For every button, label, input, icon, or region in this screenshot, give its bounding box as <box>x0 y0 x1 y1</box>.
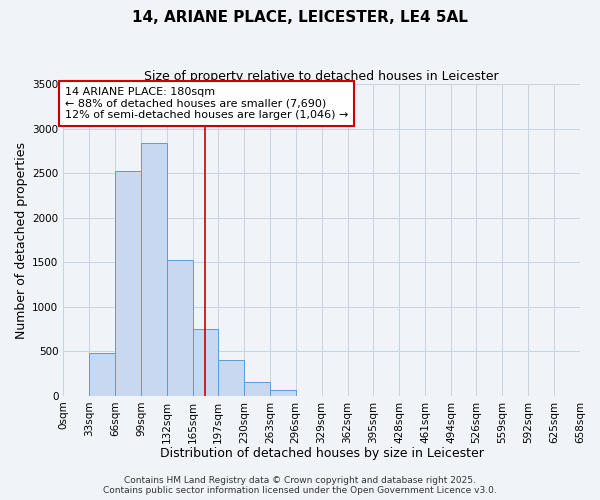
Bar <box>193 329 218 396</box>
Text: 14 ARIANE PLACE: 180sqm
← 88% of detached houses are smaller (7,690)
12% of semi: 14 ARIANE PLACE: 180sqm ← 88% of detache… <box>65 87 348 120</box>
Bar <box>141 143 167 396</box>
X-axis label: Distribution of detached houses by size in Leicester: Distribution of detached houses by size … <box>160 447 484 460</box>
Title: Size of property relative to detached houses in Leicester: Size of property relative to detached ho… <box>145 70 499 83</box>
Text: 14, ARIANE PLACE, LEICESTER, LE4 5AL: 14, ARIANE PLACE, LEICESTER, LE4 5AL <box>132 10 468 25</box>
Bar <box>244 382 270 396</box>
Bar <box>89 353 115 396</box>
Bar <box>218 360 244 396</box>
Text: Contains HM Land Registry data © Crown copyright and database right 2025.
Contai: Contains HM Land Registry data © Crown c… <box>103 476 497 495</box>
Bar <box>270 390 296 396</box>
Bar <box>115 172 141 396</box>
Y-axis label: Number of detached properties: Number of detached properties <box>15 142 28 338</box>
Bar <box>167 260 193 396</box>
